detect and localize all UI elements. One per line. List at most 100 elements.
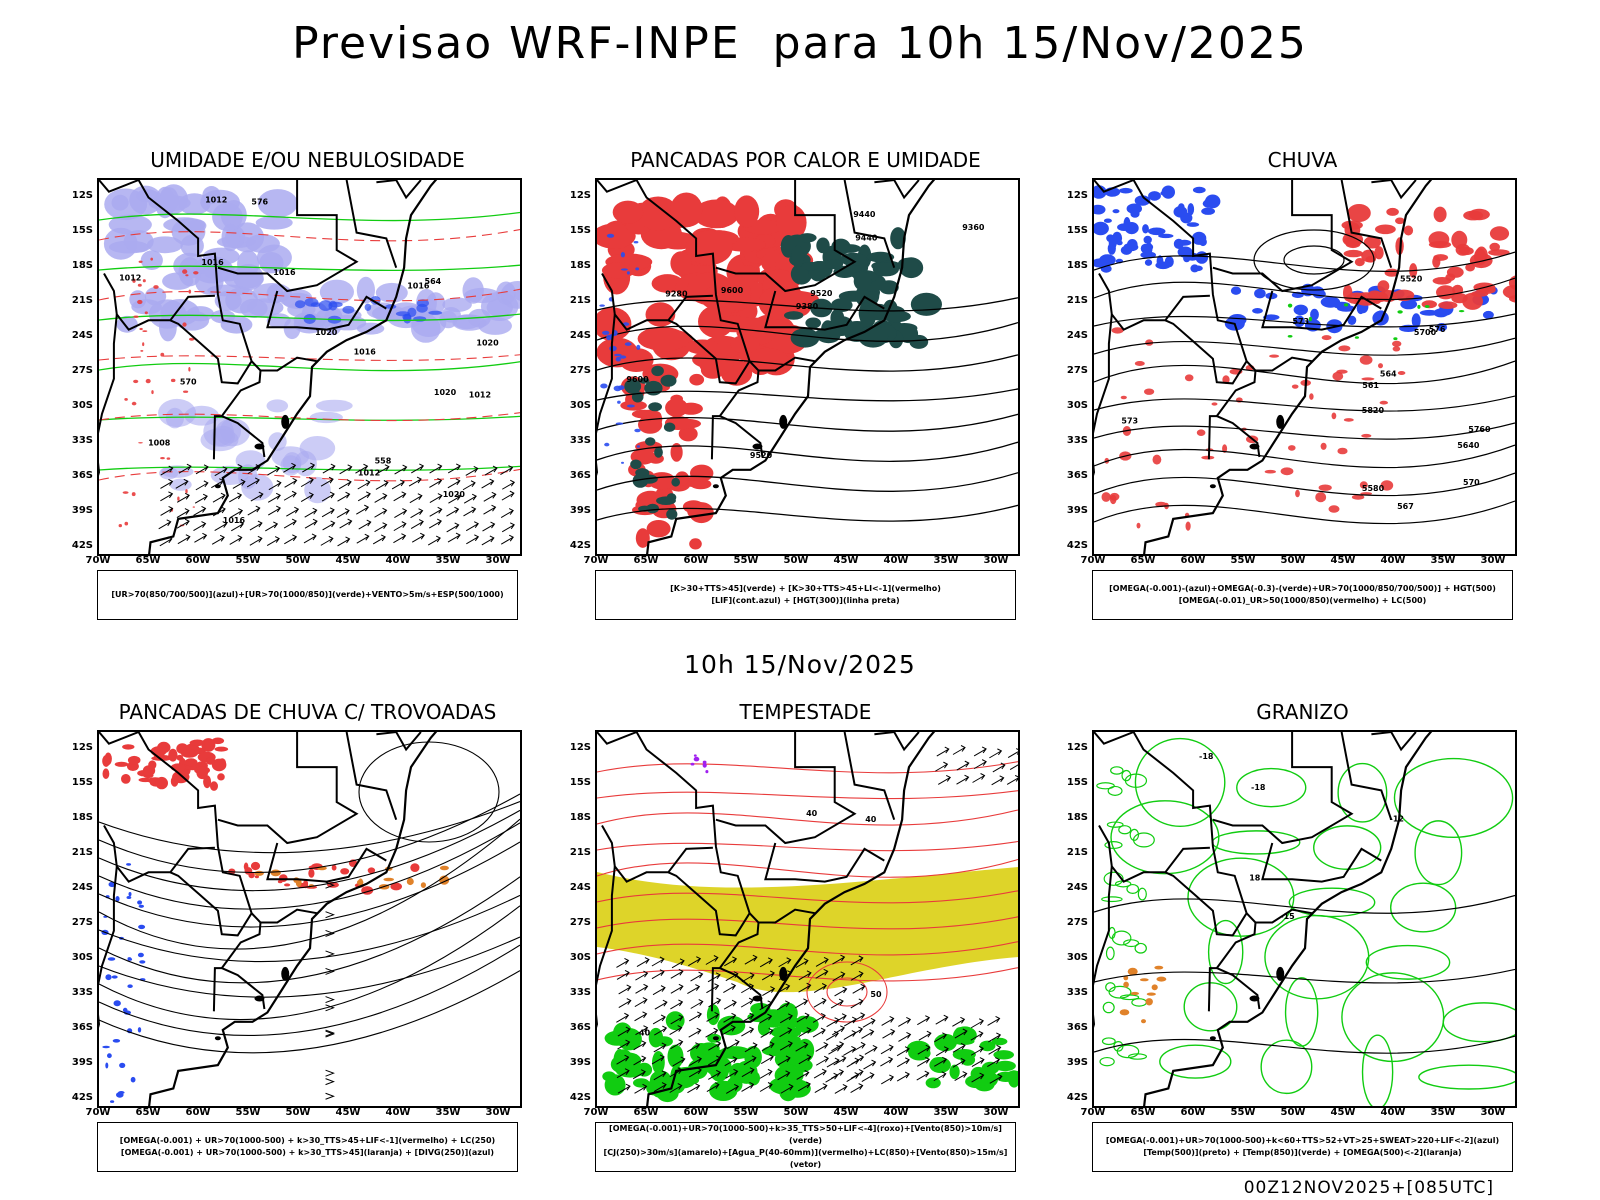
- contour-label: 40: [639, 1028, 651, 1037]
- lon-tick-label: 55W: [1230, 1107, 1256, 1118]
- lon-tick-label: 30W: [1480, 555, 1506, 566]
- lat-tick-label: 21S: [71, 847, 93, 858]
- legend-line: [OMEGA(-0.001)+UR>70(1000-500)+k>35_TTS>…: [609, 1124, 1002, 1145]
- lon-tick-label: 55W: [733, 555, 759, 566]
- lat-tick-label: 15S: [1066, 225, 1088, 236]
- lon-tick-label: 60W: [1180, 555, 1206, 566]
- lat-tick-label: 39S: [71, 1057, 93, 1068]
- lon-tick-label: 55W: [235, 1107, 261, 1118]
- contour-label: 573: [1292, 317, 1309, 326]
- lon-tick-label: 50W: [783, 1107, 809, 1118]
- lon-tick-label: 60W: [185, 555, 211, 566]
- lat-tick-label: 33S: [1066, 435, 1088, 446]
- contour-label: 5520: [1400, 275, 1423, 284]
- contour-label: 1008: [148, 438, 171, 447]
- lon-tick-label: 50W: [285, 1107, 311, 1118]
- contour-label: 9280: [665, 289, 688, 298]
- lon-tick-label: 70W: [583, 555, 609, 566]
- lat-tick-label: 12S: [71, 742, 93, 753]
- lon-tick-label: 35W: [933, 555, 959, 566]
- lon-tick-label: 45W: [833, 1107, 859, 1118]
- lat-tick-label: 12S: [71, 190, 93, 201]
- lon-tick-label: 50W: [783, 555, 809, 566]
- contour-label: 576: [1429, 325, 1446, 334]
- lat-tick-label: 39S: [569, 1057, 591, 1068]
- lon-tick-label: 30W: [983, 555, 1009, 566]
- lat-tick-label: 27S: [71, 365, 93, 376]
- contour-label: 564: [1380, 370, 1397, 379]
- forecast-map[interactable]: 5820 5760 5700 5640 5580 5520 576 573 570 567 564 5…: [1092, 178, 1517, 556]
- lon-tick-label: 70W: [1080, 555, 1106, 566]
- lat-tick-label: 36S: [71, 1022, 93, 1033]
- lon-tick-label: 40W: [1380, 1107, 1406, 1118]
- lon-tick-label: 55W: [733, 1107, 759, 1118]
- legend-line: [CJ(250)>30m/s](amarelo)+[Agua_P(40-60mm…: [603, 1148, 1008, 1169]
- lat-tick-label: 15S: [1066, 777, 1088, 788]
- lat-tick-label: 30S: [71, 952, 93, 963]
- lat-tick-label: 36S: [1066, 470, 1088, 481]
- lat-tick-label: 18S: [71, 812, 93, 823]
- lat-tick-label: 42S: [1066, 540, 1088, 551]
- lat-tick-label: 39S: [569, 505, 591, 516]
- forecast-map[interactable]: 1012 1012 1016 1016 1016 1016 1020 1020 1020 1016…: [97, 178, 522, 556]
- contour-label: 5760: [1468, 425, 1491, 434]
- lat-tick-label: 39S: [1066, 505, 1088, 516]
- lat-tick-label: 33S: [569, 987, 591, 998]
- lat-tick-label: 24S: [71, 882, 93, 893]
- lat-tick-label: 27S: [1066, 917, 1088, 928]
- lat-tick-label: 33S: [1066, 987, 1088, 998]
- lat-tick-label: 42S: [569, 1092, 591, 1103]
- contour-label: -15: [1280, 912, 1295, 921]
- lon-tick-label: 35W: [933, 1107, 959, 1118]
- contour-label: 1020: [476, 339, 499, 348]
- page-title: Previsao WRF-INPE para 10h 15/Nov/2025: [292, 18, 1308, 69]
- lon-tick-label: 30W: [485, 555, 511, 566]
- contour-label: 40: [806, 809, 818, 818]
- lat-tick-label: 36S: [1066, 1022, 1088, 1033]
- lat-tick-label: 12S: [569, 190, 591, 201]
- contour-label: 561: [1362, 381, 1379, 390]
- valid-time-label: 10h 15/Nov/2025: [684, 650, 916, 679]
- contour-label: 1016: [407, 282, 430, 291]
- contour-label: 1016: [223, 516, 246, 525]
- lat-tick-label: 33S: [71, 435, 93, 446]
- contour-label: 1016: [354, 348, 377, 357]
- contour-label: 1016: [273, 268, 296, 277]
- forecast-map[interactable]: [97, 730, 522, 1108]
- lon-tick-label: 70W: [85, 555, 111, 566]
- lon-tick-label: 45W: [1330, 555, 1356, 566]
- lon-tick-label: 35W: [435, 1107, 461, 1118]
- panel-legend: [OMEGA(-0.001)+UR>70(1000-500)+k<60+TTS>…: [1092, 1122, 1513, 1172]
- lon-tick-label: 50W: [1280, 1107, 1306, 1118]
- legend-line: [UR>70(850/700/500)](azul)+[UR>70(1000/8…: [111, 590, 504, 599]
- lat-tick-label: 27S: [569, 917, 591, 928]
- forecast-map[interactable]: 40 40 50 40: [595, 730, 1020, 1108]
- legend-line: [Temp(500)](preto) + [Temp(850)](verde) …: [1143, 1148, 1462, 1157]
- contour-labels: 9600 9600 9520 9440 9440 9360 9280 9380 9520: [626, 210, 984, 460]
- lat-tick-label: 42S: [569, 540, 591, 551]
- legend-line: [OMEGA(-0.001)-(azul)+OMEGA(-0.3)-(verde…: [1109, 584, 1496, 593]
- lon-tick-label: 30W: [485, 1107, 511, 1118]
- lat-tick-label: 27S: [71, 917, 93, 928]
- forecast-map[interactable]: -12 -15 -18 -18 18: [1092, 730, 1517, 1108]
- lon-tick-label: 40W: [385, 555, 411, 566]
- lon-tick-label: 60W: [1180, 1107, 1206, 1118]
- contour-label: 567: [1397, 502, 1414, 511]
- lat-tick-label: 24S: [71, 330, 93, 341]
- lon-tick-label: 70W: [583, 1107, 609, 1118]
- lon-tick-label: 60W: [683, 1107, 709, 1118]
- forecast-map[interactable]: 9600 9600 9520 9440 9440 9360 9280 9380 9520: [595, 178, 1020, 556]
- lat-tick-label: 15S: [569, 777, 591, 788]
- map-canvas: 5820576057005640558055205765735705675645…: [1094, 180, 1515, 554]
- lon-tick-label: 45W: [1330, 1107, 1356, 1118]
- contour-labels: 1012 1012 1016 1016 1016 1016 1020 1020 1020 1016…: [119, 195, 499, 525]
- legend-line: [LIF](cont.azul) + [HGT(300)](linha pret…: [711, 596, 900, 605]
- lon-tick-label: 65W: [1130, 555, 1156, 566]
- contour-label: 570: [180, 378, 197, 387]
- contour-label: 9520: [750, 451, 773, 460]
- lon-tick-label: 45W: [335, 555, 361, 566]
- contour-label: 9360: [962, 223, 985, 232]
- contour-label: -12: [1390, 814, 1404, 823]
- lat-tick-label: 30S: [1066, 400, 1088, 411]
- panel-legend: [K>30+TTS>45](verde) + [K>30+TTS>45+LI<-…: [595, 570, 1016, 620]
